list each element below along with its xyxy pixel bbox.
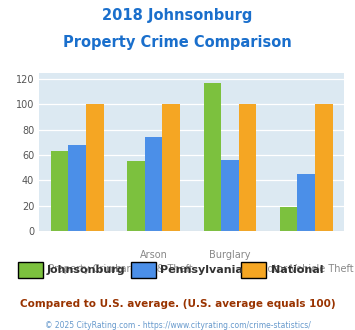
- Bar: [51, 151, 69, 231]
- Bar: [315, 104, 333, 231]
- Text: Motor Vehicle Theft: Motor Vehicle Theft: [259, 264, 354, 274]
- Text: All Property Crime: All Property Crime: [33, 264, 121, 274]
- Bar: [239, 104, 256, 231]
- Bar: [145, 137, 162, 231]
- Text: National: National: [271, 265, 323, 275]
- Text: Compared to U.S. average. (U.S. average equals 100): Compared to U.S. average. (U.S. average …: [20, 299, 335, 309]
- Bar: [162, 104, 180, 231]
- Text: Pennsylvania: Pennsylvania: [160, 265, 243, 275]
- Bar: [280, 207, 297, 231]
- Bar: [297, 174, 315, 231]
- Bar: [221, 160, 239, 231]
- Text: 2018 Johnsonburg: 2018 Johnsonburg: [102, 8, 253, 23]
- Text: Larceny & Theft: Larceny & Theft: [115, 264, 192, 274]
- Bar: [69, 145, 86, 231]
- Text: Arson: Arson: [140, 250, 168, 260]
- Bar: [86, 104, 104, 231]
- Bar: [203, 83, 221, 231]
- Text: Property Crime Comparison: Property Crime Comparison: [63, 35, 292, 50]
- Text: © 2025 CityRating.com - https://www.cityrating.com/crime-statistics/: © 2025 CityRating.com - https://www.city…: [45, 321, 310, 330]
- Bar: [127, 161, 145, 231]
- Text: Burglary: Burglary: [209, 250, 251, 260]
- Text: Johnsonburg: Johnsonburg: [47, 265, 125, 275]
